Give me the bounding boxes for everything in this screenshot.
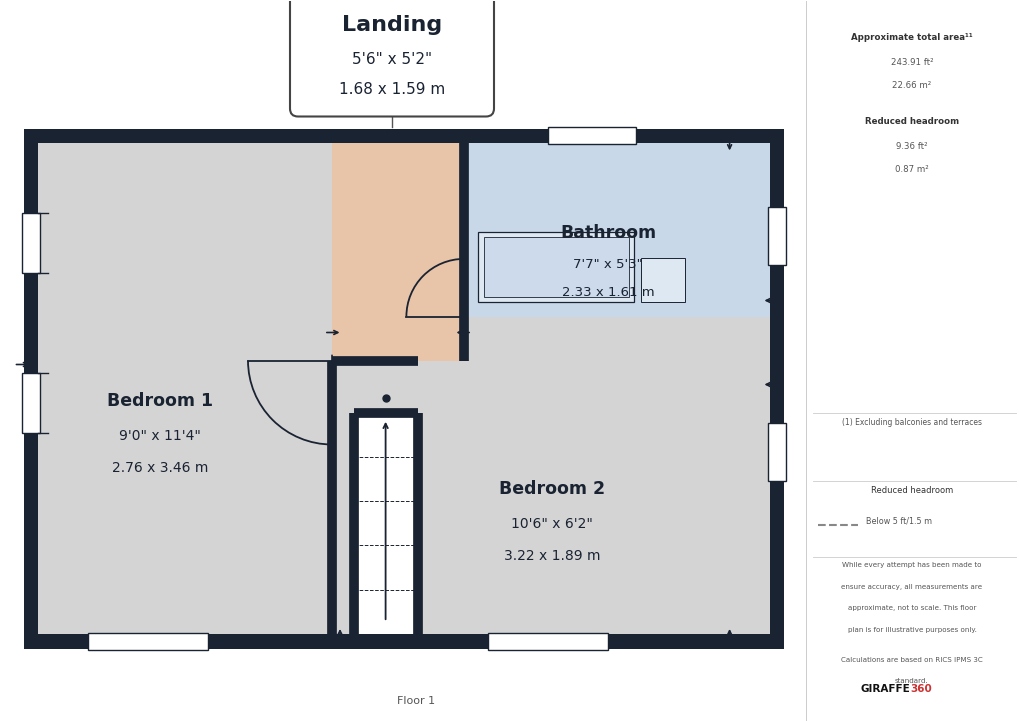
Text: plan is for illustrative purposes only.: plan is for illustrative purposes only.: [847, 627, 975, 633]
Text: 243.91 ft²: 243.91 ft²: [890, 58, 932, 67]
Text: (1) Excluding balconies and terraces: (1) Excluding balconies and terraces: [841, 418, 981, 427]
Text: GIRAFFE: GIRAFFE: [860, 684, 910, 694]
Text: 2.33 x 1.61 m: 2.33 x 1.61 m: [561, 286, 653, 299]
Text: ensure accuracy, all measurements are: ensure accuracy, all measurements are: [841, 584, 981, 590]
Bar: [331, 143, 464, 360]
Text: 9.36 ft²: 9.36 ft²: [896, 142, 927, 151]
Text: 360: 360: [910, 684, 931, 694]
Text: Reduced headroom: Reduced headroom: [870, 486, 952, 495]
Bar: [484, 237, 628, 296]
Bar: [767, 423, 785, 480]
Bar: [22, 373, 40, 433]
Text: 9'0" x 11'4": 9'0" x 11'4": [119, 430, 201, 443]
Text: While every attempt has been made to: While every attempt has been made to: [842, 562, 981, 568]
FancyBboxPatch shape: [289, 0, 493, 117]
Text: 3.22 x 1.89 m: 3.22 x 1.89 m: [503, 549, 599, 564]
Text: Bedroom 1: Bedroom 1: [107, 392, 213, 410]
Text: Calculations are based on RICS IPMS 3C: Calculations are based on RICS IPMS 3C: [841, 657, 982, 663]
Text: 2.76 x 3.46 m: 2.76 x 3.46 m: [112, 461, 208, 476]
Text: Below 5 ft/1.5 m: Below 5 ft/1.5 m: [865, 516, 931, 525]
Bar: [478, 231, 634, 302]
Bar: [464, 143, 769, 317]
Text: 7'7" x 5'3": 7'7" x 5'3": [573, 258, 642, 271]
Bar: [39, 143, 769, 634]
Text: approximate, not to scale. This floor: approximate, not to scale. This floor: [847, 606, 975, 611]
Bar: [487, 632, 607, 650]
Text: 1.68 x 1.59 m: 1.68 x 1.59 m: [338, 82, 444, 97]
Text: 10'6" x 6'2": 10'6" x 6'2": [511, 518, 592, 531]
Bar: [767, 207, 785, 265]
Text: Floor 1: Floor 1: [396, 696, 435, 706]
Text: 22.66 m²: 22.66 m²: [892, 81, 930, 89]
Bar: [640, 258, 684, 302]
Text: Approximate total area¹¹: Approximate total area¹¹: [850, 32, 972, 42]
Text: Bedroom 2: Bedroom 2: [498, 479, 604, 497]
Bar: [22, 213, 40, 273]
Text: standard.: standard.: [895, 678, 928, 684]
Text: 5'6" x 5'2": 5'6" x 5'2": [352, 53, 432, 67]
Text: Reduced headroom: Reduced headroom: [864, 117, 958, 125]
Text: 0.87 m²: 0.87 m²: [895, 164, 928, 174]
Text: Landing: Landing: [341, 15, 441, 35]
Text: Bathroom: Bathroom: [559, 224, 655, 242]
Bar: [24, 128, 784, 648]
Bar: [88, 632, 208, 650]
Bar: [354, 412, 417, 634]
Bar: [547, 127, 636, 144]
